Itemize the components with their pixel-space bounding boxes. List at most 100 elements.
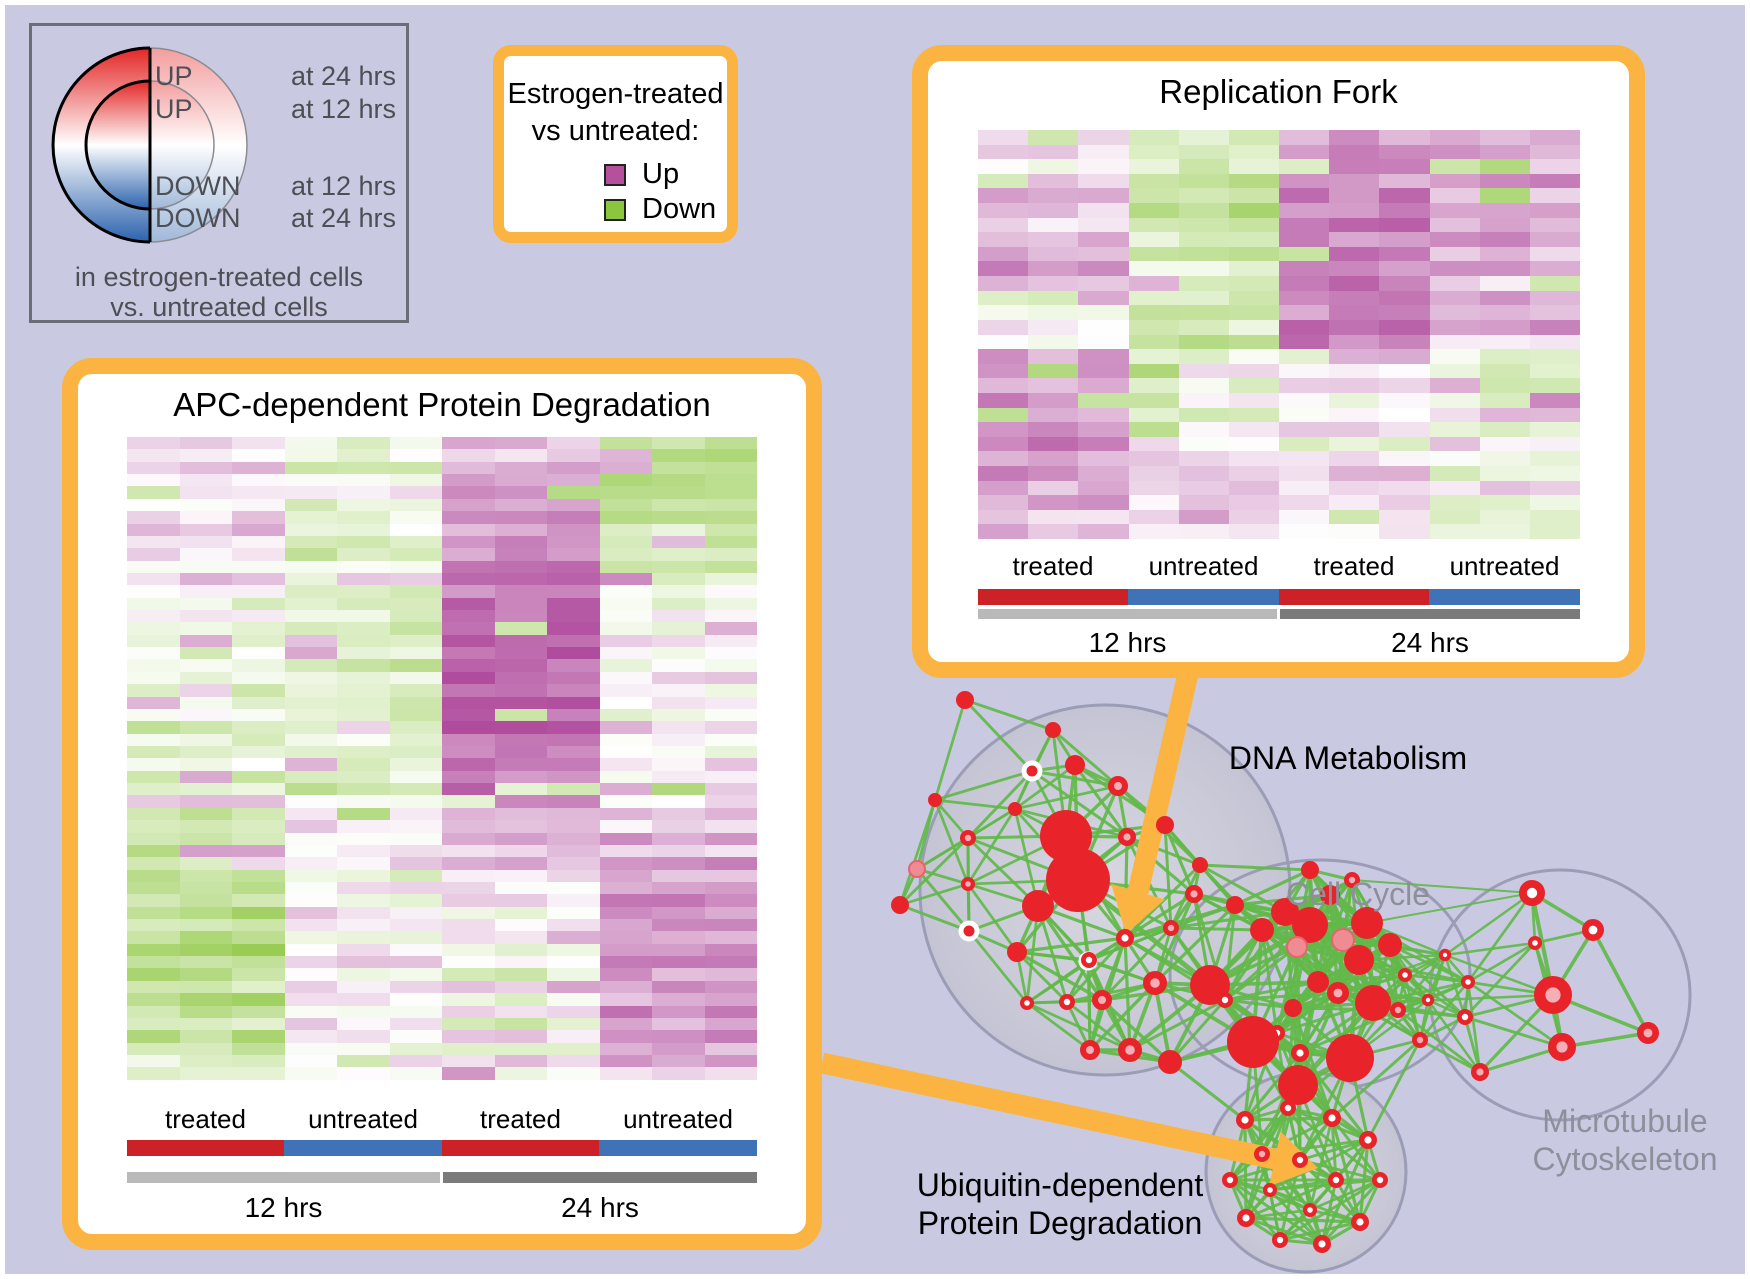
gene-node-ring (1372, 1172, 1389, 1189)
gene-node-pink (908, 860, 926, 878)
heatmap-row (127, 523, 757, 536)
gene-node (956, 691, 974, 709)
gene-node-ring (1290, 1043, 1309, 1062)
network-edge (1163, 823, 1196, 896)
estrogen-legend-title: Estrogen-treated vs untreated: (504, 76, 727, 150)
heatmap-row (127, 733, 757, 746)
gene-node-ring (1108, 776, 1128, 796)
network-edge (933, 798, 1017, 811)
gene-node-ring (1412, 1032, 1429, 1049)
heatmap-row (127, 696, 757, 709)
heatmap-row (127, 610, 757, 623)
network-edge (1418, 1038, 1482, 1074)
network-edge (933, 798, 970, 886)
network-edge (1260, 928, 1279, 1035)
heatmap-row (978, 480, 1581, 496)
network-edge (933, 798, 970, 840)
ring-label-down-inner: DOWN (155, 171, 241, 201)
microtubule-text-line1: Microtubule (1542, 1103, 1708, 1139)
network-edge (1233, 903, 1320, 984)
ubiquitin-text-line1: Ubiquitin-dependent (916, 1167, 1204, 1203)
network-edge (1128, 998, 1227, 1052)
rf-12hrs-label: 12 hrs (1088, 627, 1167, 658)
ring-label-up-outer: UP (155, 61, 193, 91)
network-edge (1463, 1015, 1482, 1074)
heatmap-row (127, 894, 757, 907)
heatmap-row (127, 437, 757, 450)
network-edge (1351, 879, 1533, 894)
heatmap-row (127, 572, 757, 586)
gene-node (1292, 907, 1328, 943)
gene-node-ring (1235, 1110, 1254, 1129)
network-edge (1443, 953, 1467, 1019)
heatmap-row (127, 1030, 757, 1043)
gene-node (1022, 890, 1054, 922)
apc-group-untreated-12: untreated (308, 1104, 418, 1134)
gene-node-halo (958, 920, 980, 942)
gene-node-ring (1637, 1022, 1660, 1045)
network-edge (1443, 941, 1537, 957)
network-edge (933, 698, 967, 802)
network-edge (1169, 926, 1264, 932)
gene-node (1227, 1016, 1279, 1068)
network-edge (1025, 1001, 1092, 1052)
heatmap-row (978, 524, 1581, 540)
network-edge (1298, 1138, 1370, 1162)
network-edge (1228, 1106, 1290, 1182)
heatmap-row (127, 511, 757, 524)
network-edge (1330, 1038, 1422, 1120)
gene-node-ring (1328, 1172, 1345, 1189)
network-edge (898, 798, 937, 907)
down-label: Down (642, 193, 717, 225)
apc-12hrs-bar (127, 1172, 440, 1183)
apc-treated-bar-24 (442, 1140, 599, 1156)
network-edge (1051, 728, 1120, 788)
gene-node-ring (1217, 992, 1234, 1009)
gene-node-ring (1222, 1172, 1239, 1189)
orange-arrow-stem-1 (819, 1052, 1283, 1171)
heatmap-row (127, 881, 757, 895)
gene-node-ring (1163, 920, 1180, 937)
heatmap-row (127, 844, 757, 858)
gene-node (1226, 896, 1244, 914)
heatmap-row (127, 820, 757, 833)
heatmap-row (127, 968, 757, 981)
apc-12hrs-label: 12 hrs (244, 1192, 323, 1223)
rf-untreated-bar-24 (1429, 589, 1580, 605)
gene-node-ring (1272, 1232, 1289, 1249)
heatmap-row (978, 451, 1581, 467)
network-edge (1320, 1178, 1338, 1246)
network-edge (1065, 981, 1157, 1004)
gene-node-ring (1438, 948, 1452, 962)
heatmap-row (127, 857, 757, 870)
heatmap-row (127, 474, 757, 487)
gene-node-ring (1292, 1152, 1309, 1169)
gene-node-ring (1142, 970, 1167, 995)
gene-node (1378, 933, 1402, 957)
cluster-label-dna-metabolism: DNA Metabolism (1198, 740, 1498, 777)
rf-treated-bar-24 (1279, 589, 1429, 605)
gene-node (1326, 1034, 1374, 1082)
heatmap-row (127, 919, 757, 932)
gene-node-ring (1254, 1146, 1271, 1163)
gene-node-ring (1390, 1002, 1407, 1019)
network-edge (1223, 998, 1295, 1010)
gene-node (1284, 999, 1302, 1017)
ring-caption-line1: in estrogen-treated cells (74, 262, 364, 292)
heatmap-row (127, 943, 757, 957)
ring-label-up-inner: UP (155, 94, 193, 124)
network-edge (1013, 784, 1120, 811)
network-edge (1466, 980, 1482, 1074)
heatmap-row (978, 130, 1581, 145)
heatmap-row (127, 684, 757, 697)
network-edge (1087, 958, 1092, 1052)
gene-node-ring (1547, 1032, 1576, 1061)
heatmap-row (978, 378, 1581, 393)
gene-node-ring (1527, 935, 1542, 950)
heatmap-row (978, 217, 1581, 233)
network-edge (1244, 1216, 1324, 1246)
gene-node (1278, 1065, 1318, 1105)
heatmap-row (127, 1005, 757, 1018)
rf-24hrs-label: 24 hrs (1391, 627, 1469, 658)
apc-untreated-bar-24 (599, 1140, 757, 1156)
